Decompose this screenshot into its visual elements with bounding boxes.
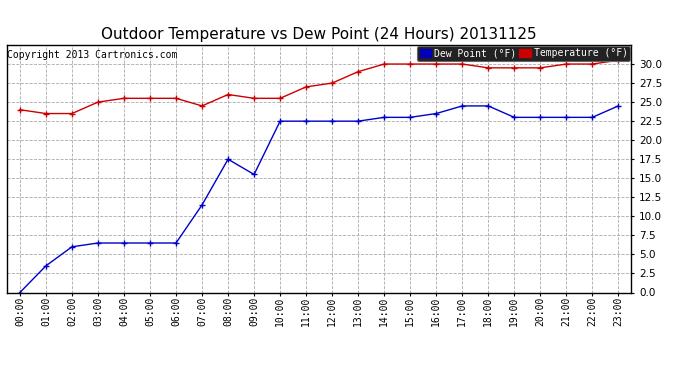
Legend: Dew Point (°F), Temperature (°F): Dew Point (°F), Temperature (°F)	[417, 46, 631, 61]
Text: Copyright 2013 Cartronics.com: Copyright 2013 Cartronics.com	[7, 50, 177, 60]
Title: Outdoor Temperature vs Dew Point (24 Hours) 20131125: Outdoor Temperature vs Dew Point (24 Hou…	[101, 27, 537, 42]
